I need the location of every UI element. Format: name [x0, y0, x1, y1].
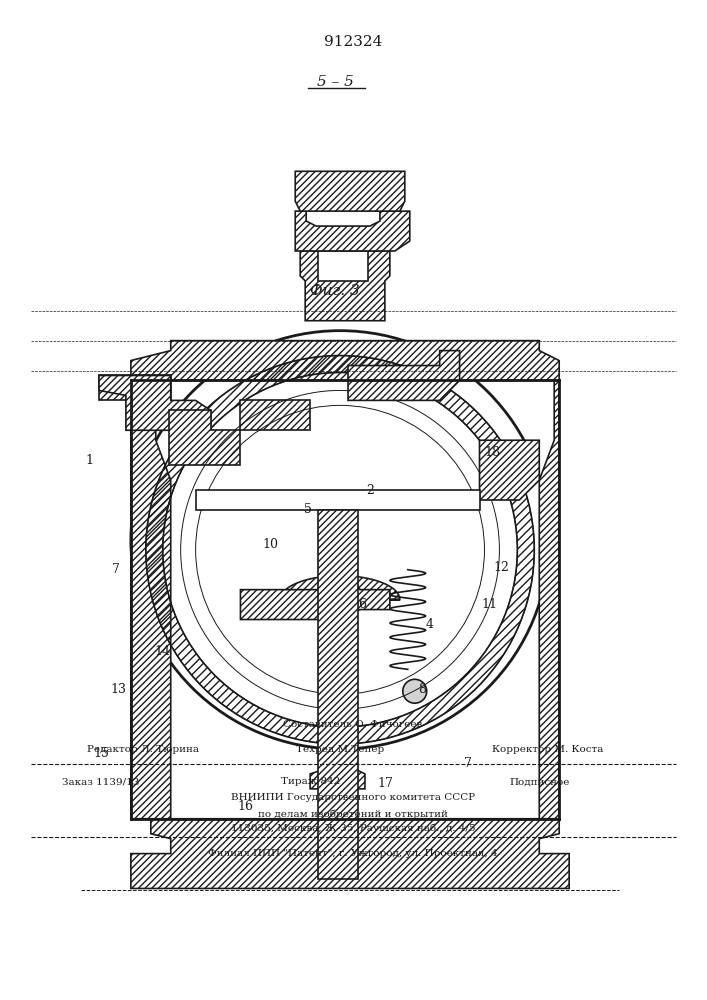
Polygon shape — [539, 380, 559, 819]
Text: 7: 7 — [112, 563, 120, 576]
Polygon shape — [280, 576, 400, 600]
Text: 16: 16 — [238, 800, 253, 813]
Polygon shape — [240, 520, 390, 620]
Text: 17: 17 — [377, 777, 393, 790]
Text: 1: 1 — [85, 454, 93, 467]
Text: Редактор Л. Тюрина: Редактор Л. Тюрина — [87, 745, 199, 754]
Text: 6: 6 — [358, 598, 366, 611]
Polygon shape — [196, 490, 479, 510]
Polygon shape — [328, 500, 348, 789]
Polygon shape — [318, 251, 368, 281]
Polygon shape — [131, 341, 559, 380]
Text: 7: 7 — [464, 757, 472, 770]
Text: ВНИИПИ Государственного комитета СССР: ВНИИПИ Государственного комитета СССР — [231, 793, 475, 802]
Polygon shape — [300, 251, 390, 321]
Polygon shape — [310, 749, 365, 789]
Polygon shape — [99, 375, 170, 400]
Text: 11: 11 — [481, 598, 498, 611]
Text: 912324: 912324 — [324, 35, 382, 49]
Text: Тираж 842: Тираж 842 — [281, 777, 340, 786]
Text: 2: 2 — [366, 484, 374, 497]
Text: 5: 5 — [304, 503, 312, 516]
Polygon shape — [296, 211, 410, 251]
Polygon shape — [318, 510, 358, 879]
Text: Подписное: Подписное — [509, 777, 569, 786]
Text: 15: 15 — [93, 747, 109, 760]
Text: 5 – 5: 5 – 5 — [317, 75, 354, 89]
Text: Составитель О. Фичогеев: Составитель О. Фичогеев — [284, 720, 423, 729]
Circle shape — [403, 679, 427, 703]
Text: 8: 8 — [418, 683, 426, 696]
Text: Техред М.Тепер: Техред М.Тепер — [296, 745, 384, 754]
Text: по делам изобретений и открытий: по делам изобретений и открытий — [258, 809, 448, 819]
Text: Заказ 1139/13: Заказ 1139/13 — [62, 777, 140, 786]
Polygon shape — [296, 171, 405, 211]
Text: 113035, Москва, Ж-35, Раушская наб., д. 4/5: 113035, Москва, Ж-35, Раушская наб., д. … — [230, 824, 475, 833]
Polygon shape — [169, 410, 240, 465]
Polygon shape — [99, 375, 211, 430]
Text: 10: 10 — [262, 538, 279, 551]
Text: Фиг. 3: Фиг. 3 — [310, 284, 360, 298]
Polygon shape — [348, 351, 460, 400]
Polygon shape — [131, 819, 569, 888]
Text: 18: 18 — [484, 446, 501, 459]
Polygon shape — [325, 709, 355, 789]
Text: 4: 4 — [426, 618, 433, 631]
Polygon shape — [131, 380, 170, 819]
Text: Филиал ППП "Патент", г. Ужгород, ул. Проектная, 4: Филиал ППП "Патент", г. Ужгород, ул. Про… — [208, 849, 498, 858]
Polygon shape — [240, 400, 310, 430]
Polygon shape — [479, 440, 539, 500]
Text: 14: 14 — [155, 645, 171, 658]
Text: 13: 13 — [111, 683, 127, 696]
Text: 12: 12 — [493, 561, 509, 574]
Text: Корректор М. Коста: Корректор М. Коста — [491, 745, 603, 754]
